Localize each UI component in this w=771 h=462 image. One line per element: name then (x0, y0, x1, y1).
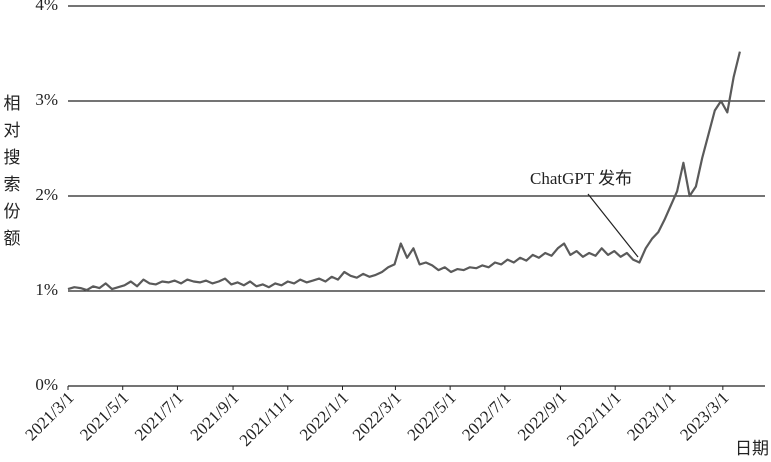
annotation-pointer (587, 193, 639, 258)
y-tick-label: 2% (35, 185, 58, 204)
data-line (67, 51, 741, 292)
x-tick-label: 2023/3/1 (676, 388, 732, 444)
x-tick-label: 2023/1/1 (623, 388, 679, 444)
y-tick-label: 0% (35, 375, 58, 394)
x-tick-label: 2021/9/1 (186, 388, 242, 444)
x-tick-label: 2022/3/1 (349, 388, 405, 444)
x-tick-label: 2021/5/1 (76, 388, 132, 444)
y-tick-label: 1% (35, 280, 58, 299)
annotation: ChatGPT 发布 (530, 169, 632, 188)
x-tick-label: 2022/11/1 (563, 388, 625, 450)
y-tick-label: 4% (35, 0, 58, 14)
y-axis-label: 相对搜索份额 (4, 94, 21, 248)
x-axis-label: 日期 (735, 439, 769, 458)
x-tick-label: 2022/1/1 (296, 388, 352, 444)
x-tick-label: 2021/11/1 (236, 388, 298, 450)
y-tick-label: 3% (35, 90, 58, 109)
x-tick-label: 2022/7/1 (458, 388, 514, 444)
x-tick-label: 2022/9/1 (514, 388, 570, 444)
x-tick-label: 2021/3/1 (21, 388, 77, 444)
x-tick-label: 2021/7/1 (131, 388, 187, 444)
x-tick-label: 2022/5/1 (404, 388, 460, 444)
